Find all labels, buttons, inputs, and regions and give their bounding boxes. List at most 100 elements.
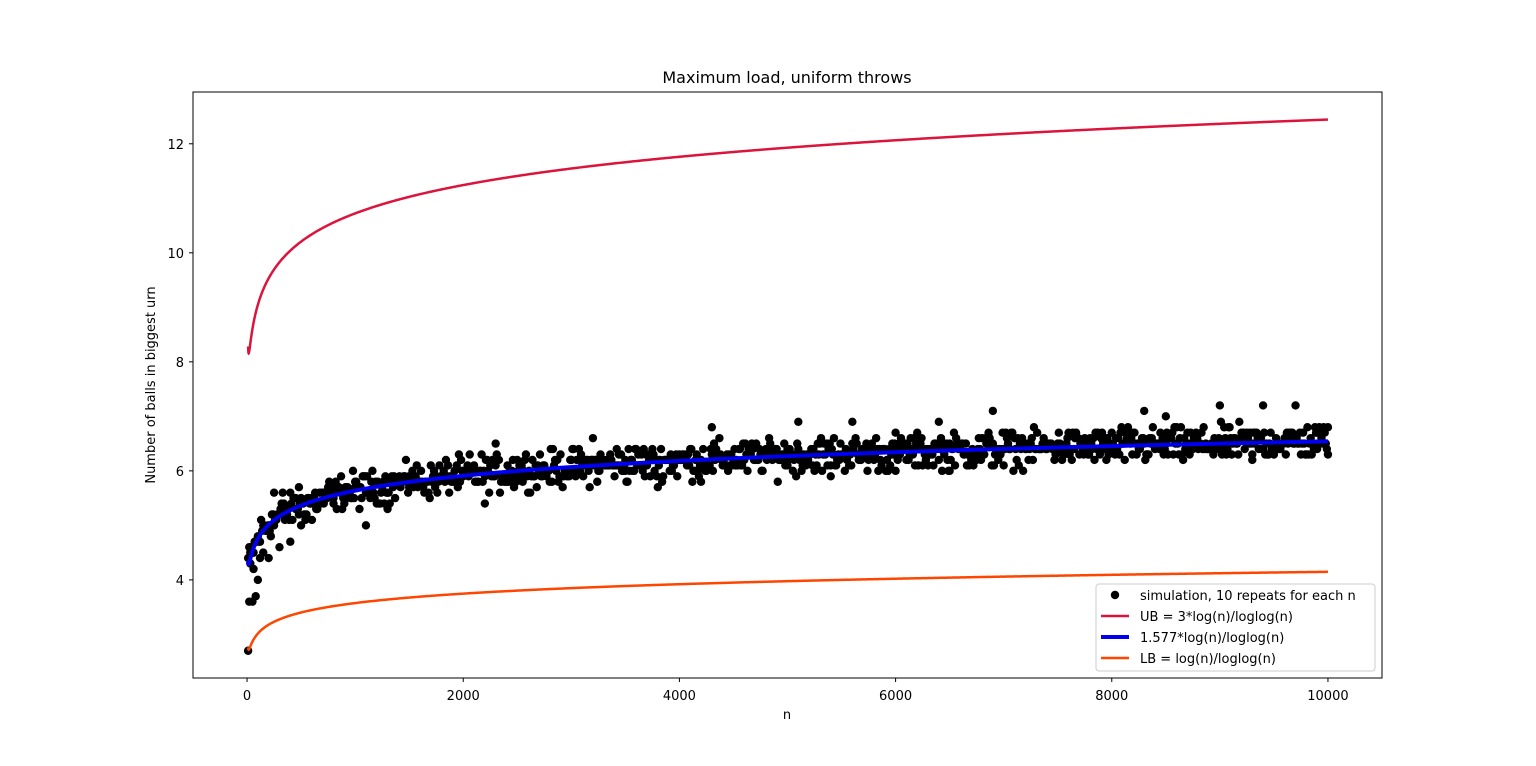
x-axis-label: n [783, 708, 791, 723]
x-tick-label: 8000 [1095, 689, 1128, 704]
simulation-point [383, 504, 392, 514]
simulation-point [259, 548, 268, 557]
simulation-point [526, 488, 535, 497]
x-tick-label: 4000 [663, 689, 696, 704]
simulation-point [826, 472, 835, 481]
simulation-point [593, 477, 602, 486]
simulation-point [266, 532, 276, 541]
simulation-point [1027, 433, 1036, 443]
simulation-point [817, 466, 827, 476]
simulation-point [307, 515, 317, 525]
x-axis: 0 2000 4000 6000 8000 10000 [243, 678, 1349, 704]
simulation-point [988, 406, 998, 416]
simulation-point [1235, 417, 1244, 426]
simulation-point [381, 472, 390, 481]
y-tick-label: 10 [167, 247, 184, 262]
simulation-point [494, 455, 504, 465]
simulation-point [564, 472, 574, 481]
ub-line [246, 118, 1328, 356]
simulation-point [848, 417, 857, 426]
simulation-point [348, 466, 358, 476]
simulation-point [1140, 406, 1149, 416]
simulation-point [269, 488, 279, 497]
simulation-point [491, 439, 500, 448]
simulation-point [1178, 455, 1188, 465]
simulation-point [390, 493, 400, 503]
legend-marker-simulation [1110, 590, 1120, 600]
simulation-point [584, 466, 593, 476]
simulation-point [278, 488, 287, 497]
plot-frame [192, 91, 1383, 679]
simulation-point [495, 488, 505, 497]
simulation-point [1032, 428, 1042, 437]
x-tick-label: 0 [243, 689, 251, 704]
simulation-point [863, 466, 872, 476]
simulation-point [698, 444, 708, 454]
simulation-point [416, 466, 426, 476]
simulation-point [917, 433, 926, 443]
simulation-point [294, 483, 304, 492]
simulation-point [361, 521, 371, 530]
simulation-point [588, 433, 598, 443]
simulation-point [558, 483, 567, 492]
legend-label: simulation, 10 repeats for each n [1140, 589, 1356, 604]
chart-title: Maximum load, uniform throws [662, 68, 911, 87]
simulation-point [1215, 401, 1225, 410]
simulation-point [885, 461, 895, 470]
simulation-point [1323, 450, 1333, 459]
simulation-point [253, 575, 263, 585]
simulation-point [585, 483, 594, 492]
simulation-point [480, 499, 490, 508]
fit-line [246, 439, 1328, 567]
simulation-point [707, 423, 717, 432]
simulation-point [1120, 455, 1129, 465]
simulation-point [267, 510, 277, 519]
simulation-point [794, 417, 803, 426]
legend-label: LB = log(n)/loglog(n) [1140, 652, 1276, 667]
simulation-point [852, 439, 861, 448]
simulation-point [708, 466, 718, 476]
simulation-point [368, 466, 377, 476]
simulation-point [812, 461, 821, 470]
y-tick-label: 4 [176, 574, 184, 589]
simulation-point [1054, 428, 1064, 437]
y-tick-label: 8 [176, 356, 184, 371]
simulation-point [547, 477, 557, 486]
x-tick-label: 6000 [879, 689, 912, 704]
simulation-point [521, 450, 531, 459]
simulation-point [291, 493, 300, 503]
simulation-point [1199, 423, 1208, 432]
simulation-point [1259, 428, 1269, 437]
simulation-point [350, 477, 360, 486]
simulation-point [443, 461, 453, 470]
simulation-point [1312, 428, 1322, 437]
simulation-point [743, 466, 752, 476]
legend-box [1095, 583, 1376, 672]
simulation-point [1248, 455, 1257, 465]
simulation-point [758, 466, 767, 476]
simulation-point [1018, 466, 1028, 476]
legend: simulation, 10 repeats for each n UB = 3*… [1095, 583, 1376, 672]
simulation-point [484, 488, 494, 497]
legend-label: UB = 3*log(n)/loglog(n) [1140, 610, 1293, 625]
simulation-point [1303, 423, 1312, 432]
simulation-point [687, 444, 696, 454]
simulation-point [535, 450, 545, 459]
simulation-point [891, 428, 900, 437]
y-tick-label: 6 [176, 465, 184, 480]
simulation-point [465, 450, 474, 459]
simulation-point [980, 450, 989, 459]
simulation-point [249, 564, 258, 574]
simulation-point [355, 504, 364, 514]
y-axis: 4 6 8 10 12 [167, 138, 193, 589]
simulation-point [401, 455, 411, 465]
simulation-point [1144, 450, 1153, 459]
simulation-point [1176, 423, 1186, 432]
simulation-point [1090, 455, 1099, 465]
simulation-point [937, 466, 947, 476]
simulation-point [1161, 412, 1171, 421]
simulation-point [579, 472, 588, 481]
simulation-point [1009, 466, 1018, 476]
simulation-point [1130, 428, 1139, 437]
